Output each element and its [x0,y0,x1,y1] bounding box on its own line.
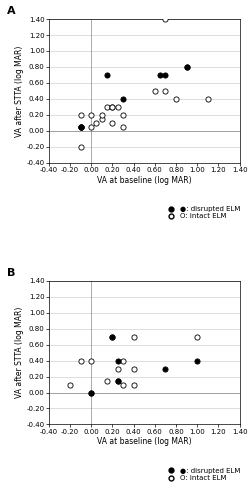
Text: B: B [7,268,15,278]
Point [110,332,114,340]
Point [110,118,114,126]
Point [120,95,124,103]
Point [110,103,114,111]
Point [184,63,188,71]
Point [78,356,82,364]
Point [152,87,156,95]
Point [105,71,109,79]
Point [158,71,162,79]
Y-axis label: VA after STTA (log MAR): VA after STTA (log MAR) [15,45,23,136]
Point [120,111,124,119]
Point [105,376,109,384]
Point [115,356,119,364]
X-axis label: VA at baseline (log MAR): VA at baseline (log MAR) [97,438,191,446]
Legend: ●: disrupted ELM, O: intact ELM: ●: disrupted ELM, O: intact ELM [164,206,239,220]
Point [105,103,109,111]
Point [78,122,82,130]
Point [194,332,198,340]
Text: A: A [7,6,15,16]
Point [89,356,93,364]
Point [173,95,177,103]
Point [110,103,114,111]
Point [115,364,119,372]
Point [163,364,167,372]
Point [163,71,167,79]
X-axis label: VA at baseline (log MAR): VA at baseline (log MAR) [97,176,191,184]
Point [89,388,93,396]
Point [99,111,103,119]
Point [78,111,82,119]
Point [205,95,209,103]
Point [89,388,93,396]
Point [120,380,124,388]
Point [68,380,72,388]
Point [78,122,82,130]
Point [120,122,124,130]
Point [131,364,135,372]
Point [78,142,82,150]
Point [184,63,188,71]
Point [99,114,103,122]
Point [89,122,93,130]
Point [78,122,82,130]
Point [115,376,119,384]
Point [163,87,167,95]
Point [89,111,93,119]
Point [115,376,119,384]
Point [110,332,114,340]
Legend: ●: disrupted ELM, O: intact ELM: ●: disrupted ELM, O: intact ELM [164,468,239,481]
Point [94,118,98,126]
Point [115,103,119,111]
Point [131,380,135,388]
Point [120,356,124,364]
Point [163,15,167,23]
Point [194,356,198,364]
Y-axis label: VA after STTA (log MAR): VA after STTA (log MAR) [15,307,23,398]
Point [78,122,82,130]
Point [131,332,135,340]
